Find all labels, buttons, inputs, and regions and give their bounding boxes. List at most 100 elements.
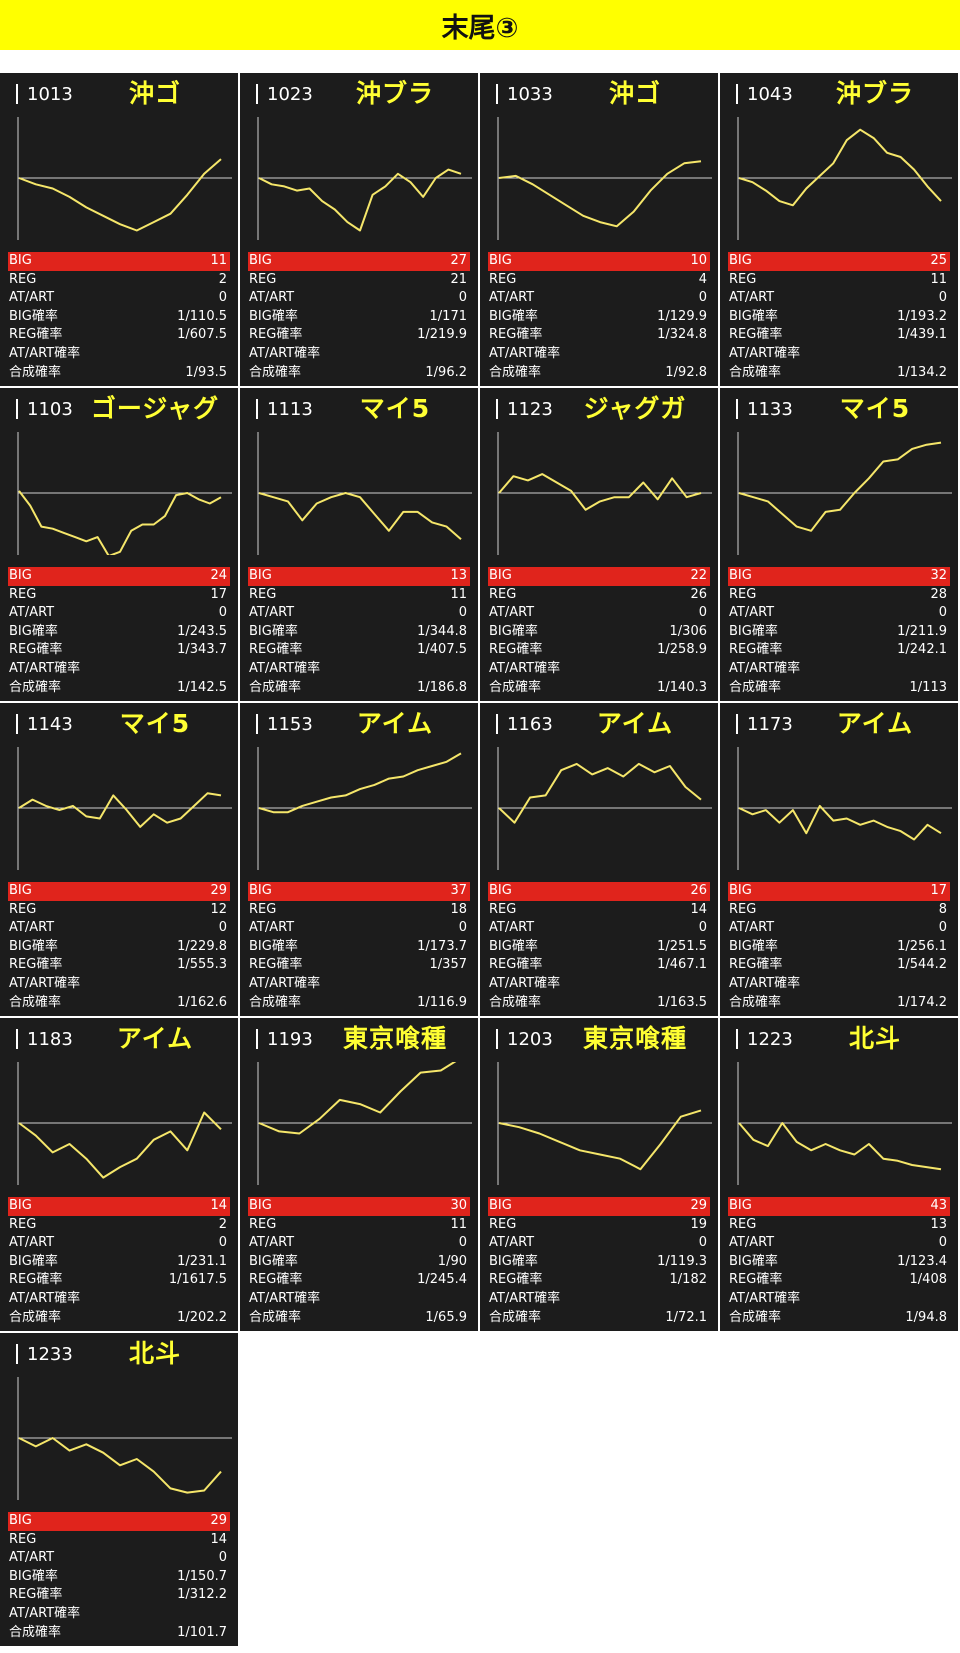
stat-row-at-rate: AT/ART確率: [488, 1290, 710, 1309]
stat-row-reg: REG 14: [488, 901, 710, 920]
header-accent-bar: [736, 1029, 738, 1049]
stat-row-reg-rate: REG確率 1/439.1: [728, 326, 950, 345]
stat-label: REG: [249, 901, 277, 917]
stat-row-at-rate: AT/ART確率: [8, 1605, 230, 1624]
stat-row-big: BIG 14: [8, 1197, 230, 1216]
stat-label: BIG: [9, 1198, 32, 1213]
stat-row-at: AT/ART 0: [728, 289, 950, 308]
stat-row-reg-rate: REG確率 1/343.7: [8, 641, 230, 660]
page-title: 末尾③: [441, 12, 519, 44]
stat-row-total-rate: 合成確率 1/174.2: [728, 994, 950, 1013]
stat-label: BIG: [729, 883, 752, 898]
trend-line: [18, 1437, 222, 1494]
card-header: 1033 沖ゴ: [480, 73, 718, 115]
stats-table: BIG 26 REG 14 AT/ART 0 BIG確率 1/251.5 REG確率 1/467.…: [488, 882, 710, 1012]
stat-label: REG確率: [729, 327, 783, 343]
stat-value: 1/231.1: [177, 1253, 227, 1269]
stat-label: REG確率: [9, 1587, 63, 1603]
machine-card[interactable]: 1153 アイム BIG 37 REG 18 AT/ART 0 BIG確率 1/173.7 REG確…: [240, 703, 478, 1016]
stat-row-at: AT/ART 0: [248, 1234, 470, 1253]
stat-value: 1/119.3: [657, 1253, 707, 1269]
stat-row-total-rate: 合成確率 1/101.7: [8, 1624, 230, 1643]
stat-label: BIG: [249, 883, 272, 898]
machine-card[interactable]: 1043 沖ブラ BIG 25 REG 11 AT/ART 0 BIG確率 1/193.2 REG確…: [720, 73, 958, 386]
stat-label: BIG確率: [729, 623, 778, 639]
trend-graph-svg: [497, 432, 712, 555]
stat-label: AT/ART: [9, 1235, 55, 1251]
machine-name: アイム: [836, 709, 914, 738]
stat-row-at-rate: AT/ART確率: [8, 975, 230, 994]
machine-card[interactable]: 1023 沖ブラ BIG 27 REG 21 AT/ART 0 BIG確率 1/171 REG確率 1…: [240, 73, 478, 386]
stat-label: BIG: [9, 253, 32, 268]
stat-value: 1/439.1: [897, 327, 947, 343]
stat-row-total-rate: 合成確率 1/93.5: [8, 364, 230, 383]
stat-row-at-rate: AT/ART確率: [728, 345, 950, 364]
stat-row-at-rate: AT/ART確率: [248, 975, 470, 994]
machine-card[interactable]: 1143 マイ5 BIG 29 REG 12 AT/ART 0 BIG確率 1/229.8 REG確…: [0, 703, 238, 1016]
machine-card[interactable]: 1173 アイム BIG 17 REG 8 AT/ART 0 BIG確率 1/256.1 REG確率…: [720, 703, 958, 1016]
stat-row-reg: REG 14: [8, 1531, 230, 1550]
machine-card[interactable]: 1223 北斗 BIG 43 REG 13 AT/ART 0 BIG確率 1/123.4 REG確率…: [720, 1018, 958, 1331]
stat-label: AT/ART: [9, 1550, 55, 1566]
stat-row-big: BIG 17: [728, 882, 950, 901]
stat-row-at-rate: AT/ART確率: [248, 345, 470, 364]
stat-label: BIG: [729, 568, 752, 583]
stat-row-reg-rate: REG確率 1/182: [488, 1271, 710, 1290]
stat-label: AT/ART確率: [489, 660, 561, 676]
machine-card[interactable]: 1103 ゴージャグ BIG 24 REG 17 AT/ART 0 BIG確率 1/243.5 RE…: [0, 388, 238, 701]
stat-label: BIG確率: [249, 623, 298, 639]
header-accent-bar: [16, 1029, 18, 1049]
stat-value: 1/163.5: [657, 994, 707, 1010]
stat-label: REG: [729, 1216, 757, 1232]
machine-number: 1023: [267, 84, 313, 105]
trend-graph-svg: [17, 432, 232, 557]
stat-value: 18: [450, 901, 467, 917]
stat-value: 43: [930, 1198, 947, 1213]
machine-card[interactable]: 1033 沖ゴ BIG 10 REG 4 AT/ART 0 BIG確率 1/129.9 REG確率 1…: [480, 73, 718, 386]
machine-card[interactable]: 1013 沖ゴ BIG 11 REG 2 AT/ART 0 BIG確率 1/110.5 REG確率 1…: [0, 73, 238, 386]
trend-graph-svg: [257, 1057, 472, 1185]
machine-number: 1233: [27, 1344, 73, 1365]
stat-label: BIG確率: [9, 308, 58, 324]
stat-value: 0: [938, 605, 947, 621]
machine-number: 1163: [507, 714, 553, 735]
stat-row-big-rate: BIG確率 1/129.9: [488, 308, 710, 327]
trend-line: [258, 492, 462, 540]
stat-value: 11: [450, 586, 467, 602]
stat-value: 1/140.3: [657, 679, 707, 695]
stat-label: 合成確率: [249, 679, 302, 695]
machine-card[interactable]: 1183 アイム BIG 14 REG 2 AT/ART 0 BIG確率 1/231.1 REG確率…: [0, 1018, 238, 1331]
stat-value: 0: [938, 920, 947, 936]
machine-card[interactable]: 1163 アイム BIG 26 REG 14 AT/ART 0 BIG確率 1/251.5 REG確…: [480, 703, 718, 1016]
stat-row-reg: REG 17: [8, 586, 230, 605]
machine-grid: 1013 沖ゴ BIG 11 REG 2 AT/ART 0 BIG確率 1/110.5 REG確率 1…: [0, 73, 960, 1653]
stat-value: 0: [698, 1235, 707, 1251]
stat-label: AT/ART確率: [9, 1290, 81, 1306]
stat-value: 1/65.9: [425, 1309, 467, 1325]
stat-value: 1/150.7: [177, 1568, 227, 1584]
stat-row-big: BIG 27: [248, 252, 470, 271]
machine-card[interactable]: 1193 東京喰種 BIG 30 REG 11 AT/ART 0 BIG確率 1/90 REG確率 1…: [240, 1018, 478, 1331]
machine-card[interactable]: 1233 北斗 BIG 29 REG 14 AT/ART 0 BIG確率 1/150.7 REG確率…: [0, 1333, 238, 1646]
trend-line: [18, 490, 222, 557]
card-header: 1113 マイ5: [240, 388, 478, 430]
header-accent-bar: [736, 84, 738, 104]
stats-table: BIG 11 REG 2 AT/ART 0 BIG確率 1/110.5 REG確率 1/607.5…: [8, 252, 230, 382]
stat-row-big-rate: BIG確率 1/231.1: [8, 1253, 230, 1272]
machine-card[interactable]: 1133 マイ5 BIG 32 REG 28 AT/ART 0 BIG確率 1/211.9 REG確…: [720, 388, 958, 701]
machine-card[interactable]: 1113 マイ5 BIG 13 REG 11 AT/ART 0 BIG確率 1/344.8 REG確…: [240, 388, 478, 701]
stat-row-reg-rate: REG確率 1/544.2: [728, 956, 950, 975]
stat-row-total-rate: 合成確率 1/140.3: [488, 679, 710, 698]
trend-line: [738, 1122, 942, 1171]
stat-row-at: AT/ART 0: [728, 604, 950, 623]
stat-row-reg: REG 11: [248, 586, 470, 605]
machine-card[interactable]: 1203 東京喰種 BIG 29 REG 19 AT/ART 0 BIG確率 1/119.3 REG…: [480, 1018, 718, 1331]
trend-graph: [240, 1057, 478, 1185]
stat-row-big-rate: BIG確率 1/243.5: [8, 623, 230, 642]
machine-card[interactable]: 1123 ジャグガ BIG 22 REG 26 AT/ART 0 BIG確率 1/306 REG確率…: [480, 388, 718, 701]
stat-row-reg: REG 21: [248, 271, 470, 290]
stat-label: REG確率: [489, 957, 543, 973]
trend-graph: [720, 117, 958, 240]
trend-graph: [480, 1062, 718, 1185]
stat-label: REG: [9, 1531, 37, 1547]
